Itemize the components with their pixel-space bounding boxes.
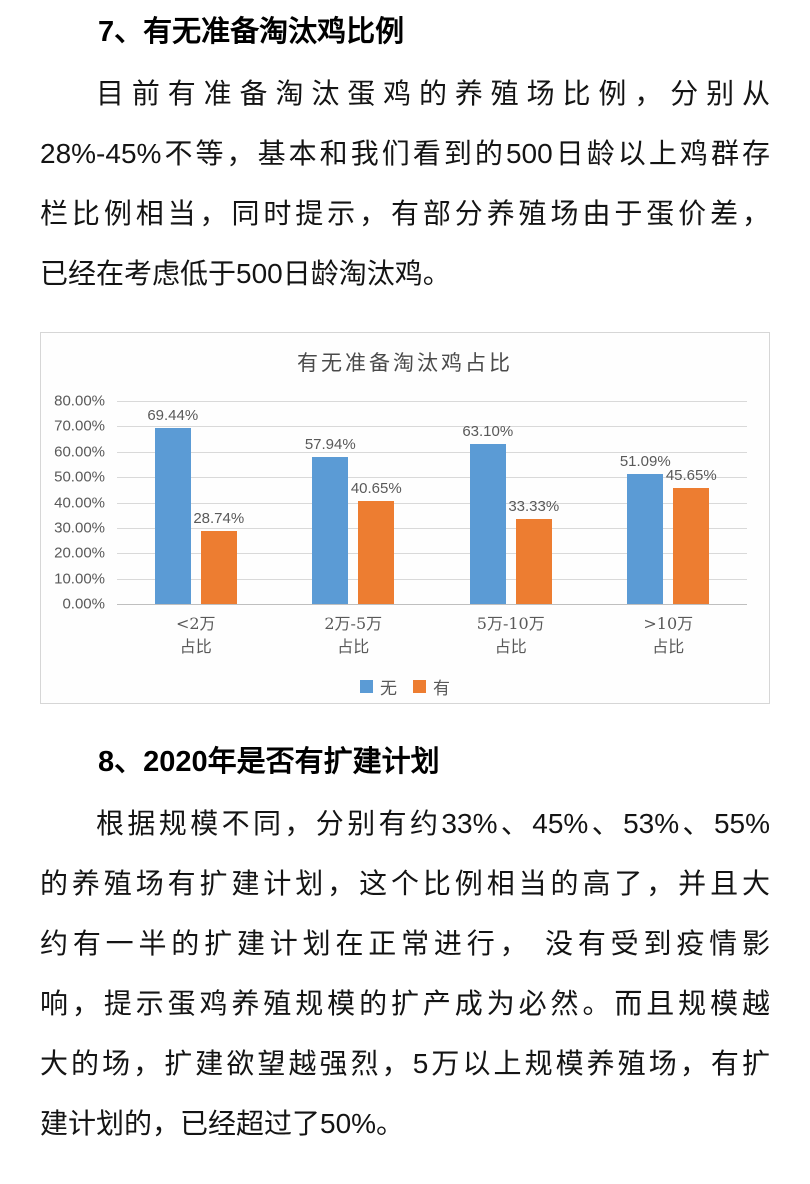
paragraph-line: 28%-45%不等，基本和我们看到的500日龄以上鸡群存	[40, 138, 770, 169]
x-category-line2: 占比	[337, 637, 370, 656]
x-axis-line	[117, 604, 747, 605]
bar-value-label: 33.33%	[508, 498, 560, 516]
x-category-label: >10万占比	[590, 612, 748, 658]
x-category-line2: 占比	[494, 637, 527, 656]
y-tick-label: 40.00%	[54, 494, 105, 511]
y-tick-label: 20.00%	[54, 544, 105, 562]
x-category-line1: <2万	[175, 614, 216, 633]
legend-item: 有	[413, 674, 450, 699]
gridline	[117, 527, 747, 529]
x-category-line1: >10万	[643, 614, 694, 633]
paragraph-line: 根据规模不同，分别有约33%、45%、53%、55%	[96, 808, 770, 839]
bar-无: 63.10%	[462, 423, 513, 604]
x-category-line1: 2万-5万	[324, 614, 383, 633]
paragraph-line: 已经在考虑低于500日龄淘汰鸡。	[40, 258, 451, 289]
section8-paragraph: 根据规模不同，分别有约33%、45%、53%、55% 的养殖场有扩建计划，这个比…	[40, 794, 770, 1154]
legend-swatch-icon	[413, 680, 426, 693]
paragraph-line: 大的场，扩建欲望越强烈，5万以上规模养殖场，有扩	[40, 1048, 770, 1079]
bar-有: 40.65%	[351, 480, 402, 604]
paragraph-line: 约有一半的扩建计划在正常进行， 没有受到疫情影	[40, 928, 770, 959]
y-tick-label: 80.00%	[54, 392, 105, 410]
gridline	[117, 426, 747, 428]
gridline	[117, 401, 747, 402]
legend-label: 无	[380, 679, 397, 699]
legend-label: 有	[433, 679, 450, 699]
bar-value-label: 57.94%	[304, 435, 356, 453]
gridline	[117, 477, 747, 479]
section7-heading: 7、有无准备淘汰鸡比例	[98, 16, 405, 48]
legend-swatch-icon	[360, 680, 373, 693]
bar-无: 69.44%	[147, 407, 198, 604]
paragraph-line: 栏比例相当，同时提示，有部分养殖场由于蛋价差，	[40, 198, 770, 229]
chart-title: 有无准备淘汰鸡占比	[297, 351, 513, 375]
y-tick-label: 50.00%	[54, 468, 105, 486]
paragraph-line: 目前有准备淘汰蛋鸡的养殖场比例，分别从	[96, 78, 770, 109]
paragraph-line: 响，提示蛋鸡养殖规模的扩产成为必然。而且规模越	[40, 988, 770, 1019]
gridline	[117, 553, 747, 555]
bar-value-label: 63.10%	[462, 422, 514, 440]
bar-group: 63.10% 33.33%	[432, 401, 590, 604]
legend-item: 无	[360, 674, 397, 699]
y-tick-label: 0.00%	[62, 595, 105, 613]
bar-groups: 69.44% 28.74% 57.94% 40.65% 63.10% 33.33% 51.0…	[117, 401, 747, 604]
bar-有: 28.74%	[193, 510, 244, 604]
bar-group: 57.94% 40.65%	[275, 401, 433, 604]
section7-paragraph: 目前有准备淘汰蛋鸡的养殖场比例，分别从 28%-45%不等，基本和我们看到的50…	[40, 64, 770, 304]
x-category-label: 5万-10万 占比	[432, 612, 590, 658]
bar-有: 33.33%	[508, 498, 559, 604]
bar-value-label: 51.09%	[619, 453, 671, 471]
x-category-label: <2万占比	[117, 612, 275, 658]
y-tick-label: 30.00%	[54, 519, 105, 537]
chart-plot-area: 80.00% 70.00% 60.00% 50.00% 40.00% 30.00% 20.0…	[54, 393, 747, 613]
x-category-line2: 占比	[179, 637, 212, 656]
chart-x-axis: <2万 占比 2万-5万 占比 5万-10万 占比 >10万 占比	[117, 612, 747, 658]
bar-无: 57.94%	[305, 436, 356, 604]
chart-legend: 无有	[41, 674, 769, 699]
x-category-label: 2万-5万占比	[275, 612, 433, 658]
section8-heading: 8、2020年是否有扩建计划	[98, 746, 440, 778]
cull-chicken-ratio-chart: 有无准备淘汰鸡占比 80.00% 70.00% 60.00% 50.00% 40.00%…	[40, 332, 770, 704]
y-tick-label: 10.00%	[54, 570, 105, 588]
bar-group: 51.09% 45.65%	[590, 401, 748, 604]
gridline	[117, 451, 747, 453]
x-category-line2: 占比	[652, 637, 685, 656]
gridline	[117, 578, 747, 580]
bar-有: 45.65%	[666, 467, 717, 604]
gridline	[117, 502, 747, 504]
y-tick-label: 70.00%	[54, 417, 105, 435]
bar-value-label: 28.74%	[193, 510, 245, 528]
bar-value-label: 45.65%	[665, 467, 717, 485]
paragraph-line: 的养殖场有扩建计划，这个比例相当的高了，并且大	[40, 868, 770, 899]
y-tick-label: 60.00%	[54, 443, 105, 461]
bar-group: 69.44% 28.74%	[117, 401, 275, 604]
paragraph-line: 建计划的，已经超过了50%。	[40, 1108, 405, 1139]
bar-无: 51.09%	[620, 453, 671, 604]
bar-value-label: 40.65%	[350, 479, 402, 497]
bar-value-label: 69.44%	[147, 406, 199, 424]
x-category-line1: 5万-10万	[476, 614, 545, 633]
